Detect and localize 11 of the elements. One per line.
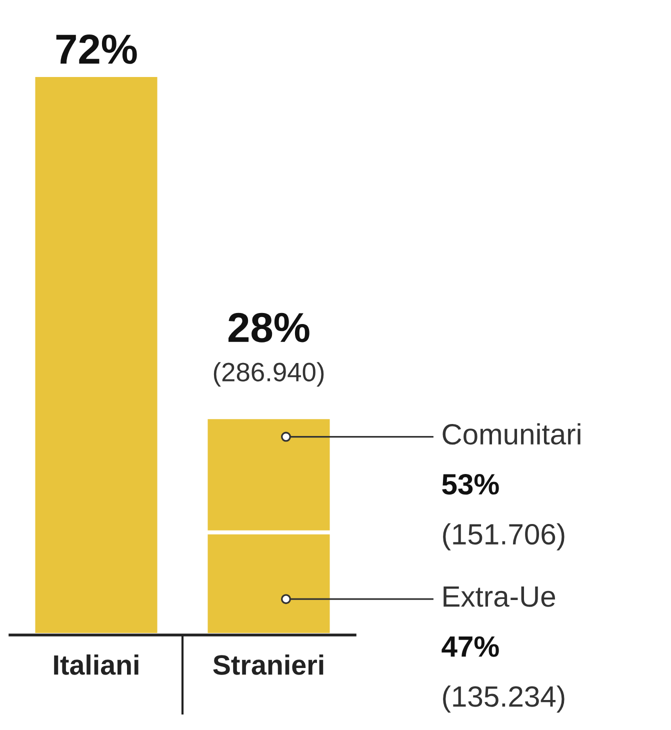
x-tick-label: Italiani xyxy=(54,654,138,675)
text: Comunitari xyxy=(442,423,580,445)
text: Extra-Ue xyxy=(444,586,556,607)
data-label: 72% xyxy=(56,34,137,64)
annotation: (286.940) xyxy=(214,362,324,387)
text: 53% xyxy=(442,474,499,495)
text: (151.706) xyxy=(443,523,564,550)
x-tick-label: Stranieri xyxy=(213,654,324,675)
total-label: 28% xyxy=(228,312,310,342)
text: (135.234) xyxy=(443,685,564,713)
text: 47% xyxy=(442,636,499,657)
